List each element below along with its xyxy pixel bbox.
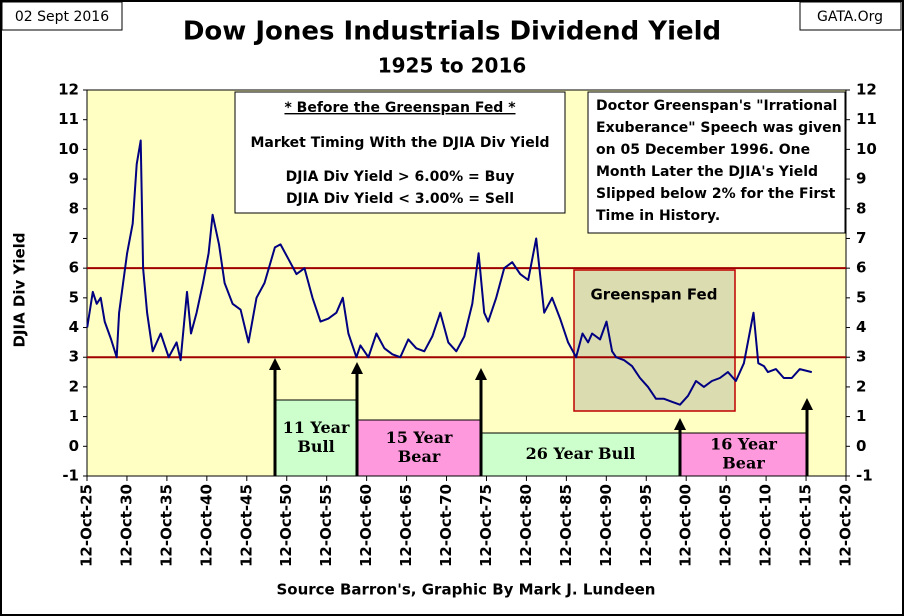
y-tick-label: 1 bbox=[69, 407, 79, 425]
x-tick-label: 12-Oct-15 bbox=[797, 484, 815, 567]
date-label: 02 Sept 2016 bbox=[15, 9, 109, 25]
y2-tick-label: 0 bbox=[856, 437, 866, 455]
x-tick-label: 12-Oct-65 bbox=[397, 484, 415, 567]
x-tick-label: 12-Oct-05 bbox=[717, 484, 735, 567]
period-label: Bear bbox=[722, 454, 765, 473]
x-tick-label: 12-Oct-60 bbox=[357, 484, 375, 567]
chart-title: Dow Jones Industrials Dividend Yield bbox=[183, 17, 721, 47]
x-tick-label: 12-Oct-55 bbox=[317, 484, 335, 567]
chart-subtitle: 1925 to 2016 bbox=[378, 54, 527, 78]
x-tick-label: 12-Oct-25 bbox=[78, 484, 96, 567]
x-tick-label: 12-Oct-45 bbox=[237, 484, 255, 567]
y2-tick-label: 4 bbox=[856, 318, 866, 336]
x-axis-label: Source Barron's, Graphic By Mark J. Lund… bbox=[276, 581, 655, 599]
y2-tick-label: 9 bbox=[856, 170, 866, 188]
arrow-head bbox=[475, 368, 487, 380]
period-box bbox=[356, 419, 482, 477]
arrow-head bbox=[351, 362, 363, 374]
y-tick-label: -1 bbox=[62, 467, 79, 485]
speech-text: Month Later the DJIA's Yield bbox=[596, 164, 818, 180]
y2-tick-label: 10 bbox=[856, 140, 877, 158]
y-tick-label: 0 bbox=[69, 437, 79, 455]
speech-box bbox=[587, 91, 846, 234]
speech-text: Exuberance" Speech was given bbox=[596, 120, 842, 136]
period-label: 11 Year bbox=[283, 418, 350, 437]
y-tick-label: 7 bbox=[69, 229, 79, 247]
arrow-head bbox=[674, 418, 686, 430]
x-tick-label: 12-Oct-95 bbox=[637, 484, 655, 567]
y2-tick-label: 1 bbox=[856, 407, 866, 425]
period-box bbox=[679, 432, 808, 477]
x-tick-label: 12-Oct-30 bbox=[117, 484, 135, 567]
site-label: GATA.Org bbox=[817, 9, 883, 25]
x-tick-label: 12-Oct-35 bbox=[157, 484, 175, 567]
x-tick-label: 12-Oct-20 bbox=[837, 484, 855, 567]
y-tick-label: 12 bbox=[58, 81, 79, 99]
site-box bbox=[799, 1, 902, 31]
y-tick-label: 6 bbox=[69, 259, 79, 277]
y2-tick-label: 12 bbox=[856, 81, 877, 99]
arrow-head bbox=[801, 398, 813, 410]
y2-tick-label: 6 bbox=[856, 259, 866, 277]
x-tick-label: 12-Oct-40 bbox=[197, 484, 215, 567]
y-tick-label: 10 bbox=[58, 140, 79, 158]
rules-text: DJIA Div Yield < 3.00% = Sell bbox=[286, 191, 514, 207]
x-tick-label: 12-Oct-85 bbox=[557, 484, 575, 567]
x-tick-label: 12-Oct-00 bbox=[677, 484, 695, 567]
y-tick-label: 11 bbox=[58, 110, 79, 128]
y2-tick-label: 8 bbox=[856, 199, 866, 217]
period-box bbox=[480, 432, 681, 477]
x-tick-label: 12-Oct-70 bbox=[437, 484, 455, 567]
greenspan-label: Greenspan Fed bbox=[591, 286, 718, 304]
y-tick-label: 2 bbox=[69, 377, 79, 395]
y-axis-label: DJIA Div Yield bbox=[11, 232, 29, 347]
x-tick-label: 12-Oct-90 bbox=[597, 484, 615, 567]
rules-text: Market Timing With the DJIA Div Yield bbox=[250, 135, 549, 151]
period-label: Bear bbox=[398, 447, 441, 466]
y-tick-label: 4 bbox=[69, 318, 79, 336]
y-tick-label: 5 bbox=[69, 288, 79, 306]
y2-tick-label: 2 bbox=[856, 377, 866, 395]
greenspan-region bbox=[573, 269, 736, 412]
y2-tick-label: 11 bbox=[856, 110, 877, 128]
y-tick-label: 8 bbox=[69, 199, 79, 217]
period-box bbox=[274, 399, 358, 477]
speech-text: Doctor Greenspan's "Irrational bbox=[596, 98, 837, 114]
y2-tick-label: 7 bbox=[856, 229, 866, 247]
x-tick-label: 12-Oct-10 bbox=[757, 484, 775, 567]
x-tick-label: 12-Oct-75 bbox=[477, 484, 495, 567]
x-tick-label: 12-Oct-80 bbox=[517, 484, 535, 567]
period-label: 26 Year Bull bbox=[526, 444, 636, 463]
y2-tick-label: 5 bbox=[856, 288, 866, 306]
x-tick-label: 12-Oct-50 bbox=[277, 484, 295, 567]
period-label: Bull bbox=[297, 437, 334, 456]
rules-box bbox=[234, 91, 566, 214]
y2-tick-label: -1 bbox=[856, 467, 873, 485]
rules-text: DJIA Div Yield > 6.00% = Buy bbox=[286, 169, 515, 185]
yield-line bbox=[86, 139, 813, 406]
y2-tick-label: 3 bbox=[856, 348, 866, 366]
arrow-head bbox=[269, 358, 281, 370]
date-box bbox=[1, 1, 123, 31]
speech-text: Slipped below 2% for the First bbox=[596, 186, 836, 202]
speech-text: Time in History. bbox=[596, 208, 720, 224]
y-tick-label: 3 bbox=[69, 348, 79, 366]
period-label: 15 Year bbox=[386, 428, 453, 447]
rules-text: * Before the Greenspan Fed * bbox=[284, 100, 516, 116]
y-tick-label: 9 bbox=[69, 170, 79, 188]
period-label: 16 Year bbox=[710, 435, 777, 454]
speech-text: on 05 December 1996. One bbox=[596, 142, 810, 158]
